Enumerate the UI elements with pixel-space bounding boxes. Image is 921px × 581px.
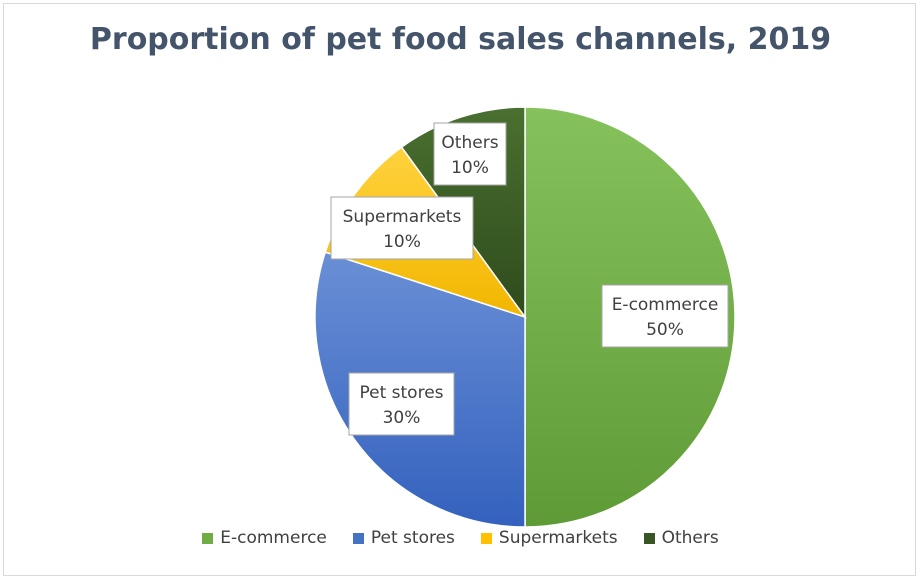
data-label-value: 10%	[383, 232, 421, 252]
legend-item-e-commerce: E-commerce	[202, 528, 327, 548]
data-label-value: 50%	[646, 320, 684, 340]
data-label-value: 10%	[451, 158, 489, 178]
legend-label: Others	[661, 528, 719, 548]
data-label-category: Supermarkets	[343, 207, 462, 227]
chart-legend: E-commerce Pet stores Supermarkets Others	[0, 528, 921, 548]
data-label-category: E-commerce	[612, 295, 719, 315]
data-label-pet-stores: Pet stores 30%	[348, 372, 455, 436]
data-label-e-commerce: E-commerce 50%	[601, 284, 729, 348]
legend-swatch	[352, 532, 364, 544]
legend-swatch	[643, 532, 655, 544]
legend-item-supermarkets: Supermarkets	[480, 528, 618, 548]
data-label-category: Pet stores	[359, 383, 443, 403]
data-label-value: 30%	[383, 408, 421, 428]
chart-title: Proportion of pet food sales channels, 2…	[89, 22, 832, 57]
data-label-others: Others 10%	[433, 122, 507, 186]
legend-label: E-commerce	[220, 528, 327, 548]
legend-label: Pet stores	[370, 528, 455, 548]
data-label-supermarkets: Supermarkets 10%	[330, 196, 474, 260]
legend-item-others: Others	[643, 528, 719, 548]
legend-swatch	[480, 532, 492, 544]
data-label-category: Others	[441, 133, 498, 153]
legend-item-pet-stores: Pet stores	[352, 528, 455, 548]
legend-label: Supermarkets	[498, 528, 618, 548]
legend-swatch	[202, 532, 214, 544]
